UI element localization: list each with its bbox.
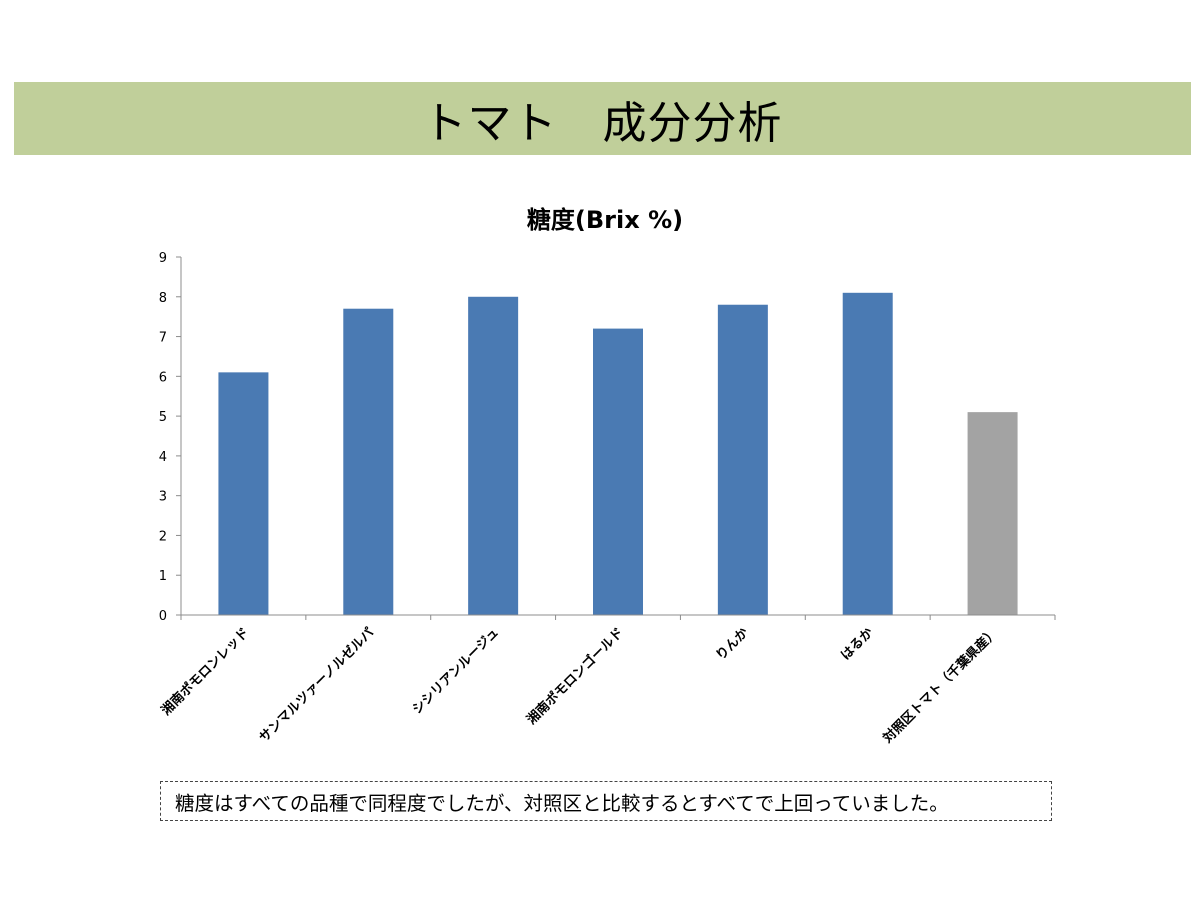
slide-title: トマト 成分分析 — [422, 97, 783, 149]
bar-5 — [717, 304, 768, 615]
chart-title: 糖度(Brix %) — [527, 206, 683, 234]
bar-6 — [842, 292, 893, 615]
x-tick-label: 対照区トマト（千葉県産） — [879, 625, 1001, 747]
title-band: トマト 成分分析 — [14, 82, 1191, 155]
bar-3 — [468, 296, 519, 615]
bar-4 — [593, 328, 643, 615]
summary-note-text: 糖度はすべての品種で同程度でしたが、対照区と比較するとすべてで上回っていました。 — [175, 791, 949, 815]
x-tick-label: りんか — [713, 625, 751, 663]
x-tick-label: はるか — [838, 625, 876, 663]
y-tick-label: 0 — [159, 609, 167, 624]
bar-2 — [343, 308, 394, 615]
y-tick-label: 2 — [159, 529, 167, 544]
bar-1 — [218, 372, 269, 615]
x-tick-label: 湘南ポモロンゴールド — [524, 625, 627, 728]
bar-7 — [967, 412, 1018, 615]
x-tick-label: シシリアンルージュ — [410, 625, 502, 717]
y-tick-label: 5 — [159, 410, 167, 425]
y-tick-label: 9 — [159, 251, 167, 266]
y-tick-label: 6 — [159, 370, 167, 385]
y-tick-label: 3 — [159, 490, 167, 505]
y-tick-label: 1 — [159, 569, 167, 584]
y-tick-label: 4 — [159, 450, 167, 465]
summary-note: 糖度はすべての品種で同程度でしたが、対照区と比較するとすべてで上回っていました。 — [160, 781, 1052, 821]
x-tick-label: 湘南ポモロンレッド — [158, 625, 252, 719]
y-tick-label: 7 — [159, 331, 167, 346]
y-tick-label: 8 — [159, 291, 167, 306]
x-tick-label: サンマルツァーノルゼルパ — [256, 625, 377, 746]
